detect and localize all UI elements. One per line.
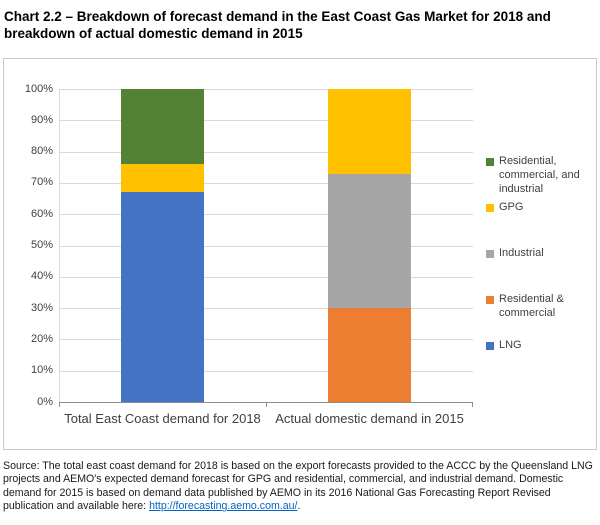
x-axis-tick	[472, 402, 473, 407]
gridline	[59, 89, 473, 90]
legend-item: LNG	[486, 339, 596, 385]
y-tick-label: 30%	[30, 301, 53, 314]
gridline	[59, 246, 473, 247]
gridline	[59, 339, 473, 340]
bar-segment	[121, 192, 204, 402]
legend-label: Industrial	[499, 247, 544, 259]
legend-label: LNG	[499, 339, 522, 351]
y-tick-label: 70%	[30, 176, 53, 189]
y-axis-labels: 100% 90% 80% 70% 60% 50% 40% 30% 20% 10% 0%	[4, 59, 53, 449]
plot-area	[59, 89, 473, 407]
legend-swatch-icon	[486, 342, 494, 350]
source-text: Source: The total east coast demand for …	[3, 460, 593, 513]
source-link[interactable]: http://forecasting.aemo.com.au/	[149, 500, 298, 513]
bar-segment	[328, 308, 411, 402]
y-tick-label: 10%	[30, 364, 53, 377]
y-tick-label: 50%	[30, 239, 53, 251]
y-tick-label: 90%	[30, 113, 53, 126]
chart-frame: 100% 90% 80% 70% 60% 50% 40% 30% 20% 10% 0% Total …	[3, 58, 597, 450]
source-note: Source: The total east coast demand for …	[3, 460, 596, 514]
gridline	[59, 152, 473, 153]
y-tick-label: 20%	[30, 332, 53, 345]
stacked-bar-1	[121, 89, 204, 402]
x-axis-tick	[266, 402, 267, 407]
gridline	[59, 308, 473, 309]
source-link-suffix: .	[297, 500, 301, 513]
legend-item: Industrial	[486, 247, 596, 293]
y-tick-label: 60%	[30, 207, 53, 220]
legend-swatch-icon	[486, 204, 494, 212]
gridline	[59, 371, 473, 372]
y-tick-label: 0%	[37, 395, 53, 408]
bar-segment	[121, 164, 204, 193]
y-tick-label: 40%	[30, 270, 53, 283]
legend-swatch-icon	[486, 250, 494, 258]
gridline	[59, 120, 473, 121]
legend-label: GPG	[499, 201, 524, 213]
x-axis-tick	[59, 402, 60, 407]
legend-label: Residential & commercial	[499, 293, 564, 319]
legend-item: Residential, commercial, and industrial	[486, 155, 596, 201]
legend-item: GPG	[486, 201, 596, 247]
stacked-bar-2	[328, 89, 411, 402]
legend-label: Residential, commercial, and industrial	[499, 155, 580, 195]
chart-legend: Residential, commercial, and industrial G…	[486, 155, 596, 385]
bar-segment	[121, 89, 204, 165]
gridline	[59, 214, 473, 215]
gridline	[59, 277, 473, 278]
legend-swatch-icon	[486, 158, 494, 166]
y-axis-line	[59, 89, 60, 402]
bar-segment	[328, 173, 411, 309]
legend-swatch-icon	[486, 296, 494, 304]
category-label: Total East Coast demand for 2018	[64, 411, 261, 426]
bar-segment	[328, 89, 411, 174]
category-label: Actual domestic demand in 2015	[275, 411, 464, 426]
gridline	[59, 183, 473, 184]
y-tick-label: 80%	[30, 145, 53, 158]
legend-item: Residential & commercial	[486, 293, 596, 339]
y-tick-label: 100%	[24, 82, 53, 95]
chart-title: Chart 2.2 – Breakdown of forecast demand…	[4, 9, 551, 42]
